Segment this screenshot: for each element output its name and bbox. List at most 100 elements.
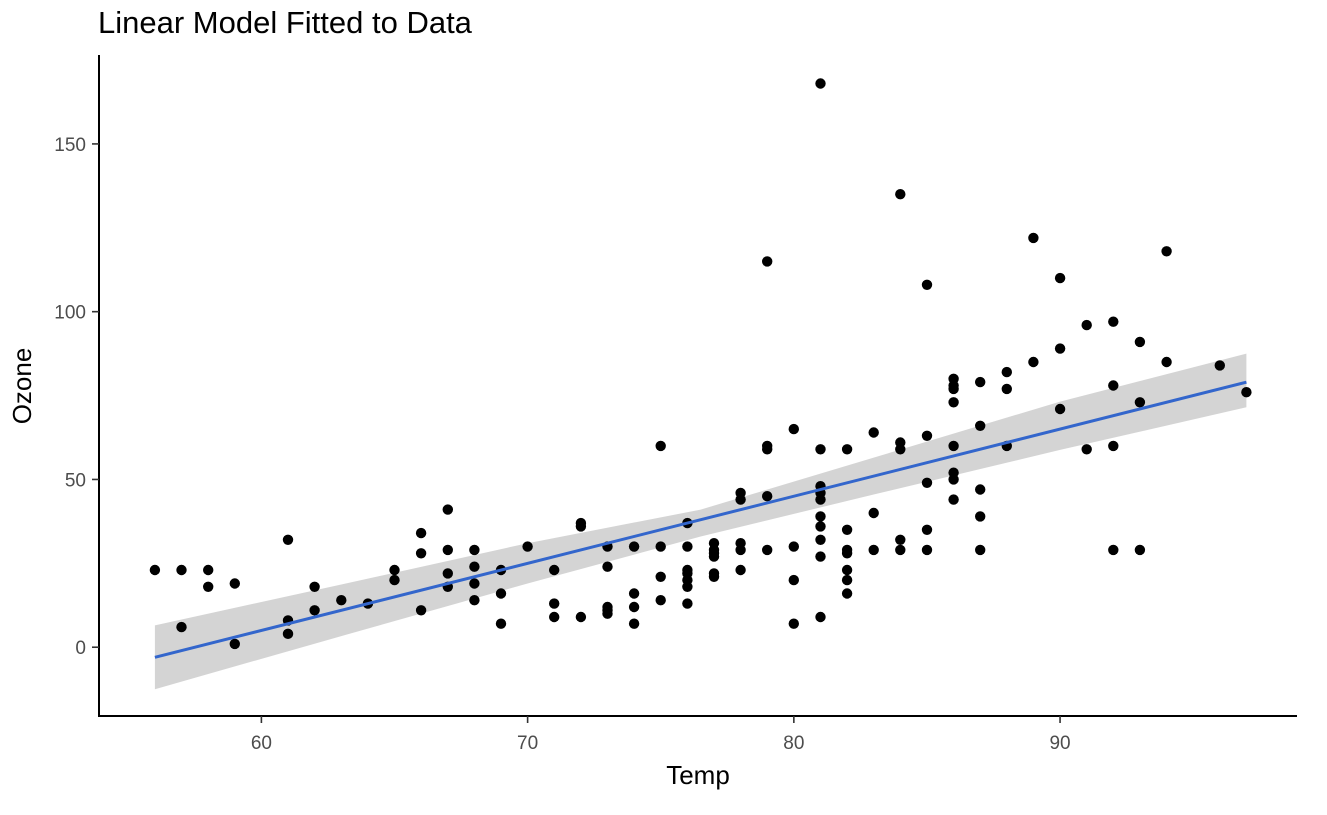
data-point — [921, 524, 933, 535]
data-point — [1161, 246, 1172, 257]
y-tick-label: 0 — [75, 638, 86, 659]
data-point — [1108, 544, 1119, 556]
data-point — [708, 571, 720, 582]
x-tick-label: 90 — [1049, 733, 1070, 754]
data-point — [1081, 444, 1092, 455]
data-point — [1001, 383, 1012, 395]
data-point — [442, 504, 453, 515]
data-point — [841, 564, 853, 576]
data-point — [1241, 387, 1252, 398]
data-point — [602, 561, 613, 572]
data-point — [762, 256, 773, 267]
data-point — [149, 564, 161, 576]
data-point — [895, 534, 906, 545]
data-point — [948, 440, 959, 452]
fit-line-layer — [154, 380, 1247, 659]
data-point — [389, 574, 400, 586]
data-point — [442, 544, 453, 556]
data-point — [815, 511, 826, 522]
data-point — [815, 521, 826, 532]
data-point — [921, 544, 933, 556]
data-point — [203, 581, 214, 592]
y-tick-label: 100 — [54, 303, 86, 324]
data-point — [788, 574, 799, 586]
data-point — [628, 541, 640, 552]
data-point — [1028, 356, 1039, 368]
fit-line — [154, 380, 1247, 659]
data-point — [655, 595, 666, 606]
data-point — [1001, 366, 1012, 378]
data-point — [1161, 356, 1172, 368]
data-point — [575, 611, 587, 623]
data-point — [309, 581, 320, 592]
data-point — [788, 618, 799, 629]
data-point — [655, 440, 666, 452]
data-point — [495, 618, 507, 629]
y-tick-label: 50 — [65, 470, 86, 491]
data-point — [628, 588, 640, 599]
data-point — [655, 541, 666, 552]
confidence-band-layer — [154, 353, 1247, 690]
y-axis-title: Ozone — [7, 348, 37, 425]
chart-title: Linear Model Fitted to Data — [98, 5, 473, 40]
x-tick-label: 60 — [251, 733, 272, 754]
data-point — [921, 279, 933, 290]
data-point — [229, 578, 240, 589]
data-point — [282, 534, 294, 545]
data-point — [336, 595, 347, 606]
data-point — [469, 544, 480, 556]
data-points-layer — [149, 78, 1252, 650]
data-point — [895, 544, 906, 556]
data-point — [682, 598, 693, 609]
data-point — [868, 427, 879, 438]
data-point — [442, 568, 453, 579]
data-point — [921, 430, 933, 441]
data-point — [415, 527, 427, 539]
data-point — [948, 474, 959, 485]
data-point — [841, 588, 853, 599]
data-point — [735, 494, 746, 505]
data-point — [841, 444, 853, 455]
x-tick-label: 80 — [783, 733, 804, 754]
data-point — [415, 605, 427, 616]
data-point — [815, 494, 826, 505]
data-point — [815, 444, 826, 455]
data-point — [1108, 440, 1119, 452]
data-point — [975, 511, 986, 522]
data-point — [655, 571, 666, 582]
data-point — [1214, 360, 1226, 371]
data-point — [1134, 336, 1146, 348]
data-point — [975, 420, 986, 431]
data-point — [176, 621, 187, 633]
data-point — [575, 521, 587, 532]
data-point — [522, 541, 533, 552]
data-point — [1134, 397, 1146, 408]
data-point — [788, 423, 799, 435]
y-tick-label: 150 — [54, 135, 86, 156]
data-point — [1054, 403, 1066, 415]
data-point — [415, 548, 427, 559]
data-point — [895, 189, 906, 200]
data-point — [815, 551, 826, 562]
data-point — [282, 628, 294, 639]
data-point — [1134, 544, 1146, 556]
data-point — [1108, 316, 1119, 327]
x-tick-label: 70 — [517, 733, 538, 754]
data-point — [735, 544, 746, 556]
data-point — [203, 564, 214, 576]
data-point — [762, 491, 773, 502]
data-point — [948, 397, 959, 408]
data-point — [469, 578, 480, 589]
data-point — [549, 611, 560, 623]
data-point — [975, 376, 986, 388]
data-point — [229, 638, 240, 650]
data-point — [1054, 343, 1066, 354]
data-point — [788, 541, 799, 552]
data-point — [841, 548, 853, 559]
data-point — [1028, 232, 1039, 244]
data-point — [921, 477, 933, 488]
data-point — [1081, 319, 1092, 331]
data-point — [495, 588, 507, 599]
data-point — [549, 564, 560, 576]
